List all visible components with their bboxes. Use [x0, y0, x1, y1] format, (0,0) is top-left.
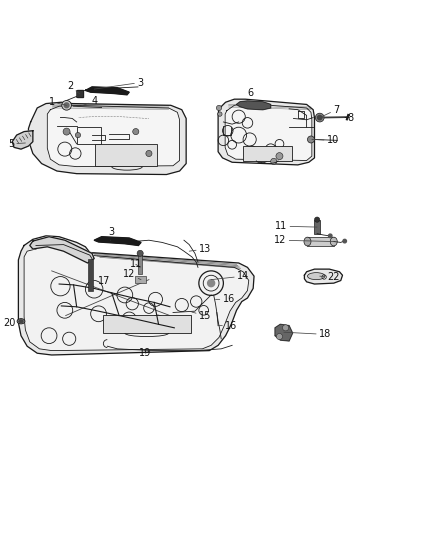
- Circle shape: [315, 113, 324, 122]
- Ellipse shape: [330, 237, 337, 246]
- Text: 4: 4: [81, 96, 97, 106]
- Polygon shape: [28, 102, 186, 174]
- Polygon shape: [304, 269, 343, 284]
- Bar: [95, 144, 157, 166]
- Polygon shape: [24, 241, 249, 351]
- Bar: [135, 276, 146, 283]
- Bar: [243, 147, 292, 160]
- Ellipse shape: [304, 237, 311, 246]
- Ellipse shape: [307, 273, 325, 280]
- Polygon shape: [94, 237, 141, 246]
- Text: 17: 17: [90, 276, 110, 286]
- Circle shape: [276, 334, 283, 340]
- Circle shape: [62, 101, 71, 110]
- Text: 11: 11: [275, 221, 317, 231]
- Text: 18: 18: [284, 329, 331, 340]
- Circle shape: [146, 150, 152, 157]
- Polygon shape: [12, 131, 33, 149]
- Text: 1: 1: [49, 97, 67, 107]
- Circle shape: [133, 128, 139, 135]
- Circle shape: [307, 136, 314, 143]
- Polygon shape: [103, 314, 191, 333]
- Circle shape: [218, 112, 222, 116]
- Text: 5: 5: [8, 139, 25, 149]
- Text: 7: 7: [320, 104, 339, 118]
- Text: 6: 6: [246, 88, 254, 102]
- Bar: [307, 237, 334, 246]
- Polygon shape: [85, 87, 129, 95]
- Ellipse shape: [19, 320, 23, 322]
- Text: 20: 20: [4, 318, 21, 328]
- Circle shape: [75, 133, 81, 138]
- Text: 19: 19: [139, 348, 152, 358]
- Circle shape: [276, 152, 283, 159]
- Text: 10: 10: [312, 135, 339, 146]
- Text: 2: 2: [67, 81, 80, 94]
- Text: 16: 16: [215, 294, 235, 304]
- Text: 15: 15: [192, 311, 211, 320]
- Text: 11: 11: [130, 260, 142, 269]
- Polygon shape: [47, 106, 180, 167]
- Polygon shape: [218, 99, 314, 165]
- Text: 3: 3: [94, 77, 143, 89]
- Polygon shape: [275, 324, 293, 341]
- Bar: [77, 127, 101, 144]
- Circle shape: [328, 234, 332, 238]
- Circle shape: [343, 239, 346, 243]
- Text: 12: 12: [274, 235, 334, 245]
- Circle shape: [64, 103, 69, 108]
- Text: 22: 22: [320, 272, 340, 282]
- Text: 16: 16: [218, 321, 237, 330]
- Bar: [138, 253, 142, 274]
- Circle shape: [318, 115, 322, 120]
- Circle shape: [216, 106, 222, 110]
- Text: 14: 14: [211, 271, 249, 281]
- Bar: [77, 91, 83, 96]
- Polygon shape: [30, 237, 94, 263]
- Bar: [314, 220, 320, 233]
- Circle shape: [137, 251, 143, 256]
- Circle shape: [271, 158, 277, 165]
- Text: 12: 12: [123, 269, 141, 280]
- Text: 3: 3: [109, 228, 115, 240]
- Text: 8: 8: [320, 112, 353, 123]
- Circle shape: [283, 325, 289, 331]
- Polygon shape: [225, 103, 312, 160]
- Ellipse shape: [17, 319, 25, 324]
- Bar: [88, 259, 93, 290]
- Circle shape: [63, 128, 70, 135]
- Bar: [76, 90, 83, 97]
- Text: 13: 13: [189, 244, 211, 254]
- Polygon shape: [18, 236, 254, 355]
- Circle shape: [314, 217, 320, 222]
- Circle shape: [208, 280, 215, 287]
- Polygon shape: [237, 101, 271, 110]
